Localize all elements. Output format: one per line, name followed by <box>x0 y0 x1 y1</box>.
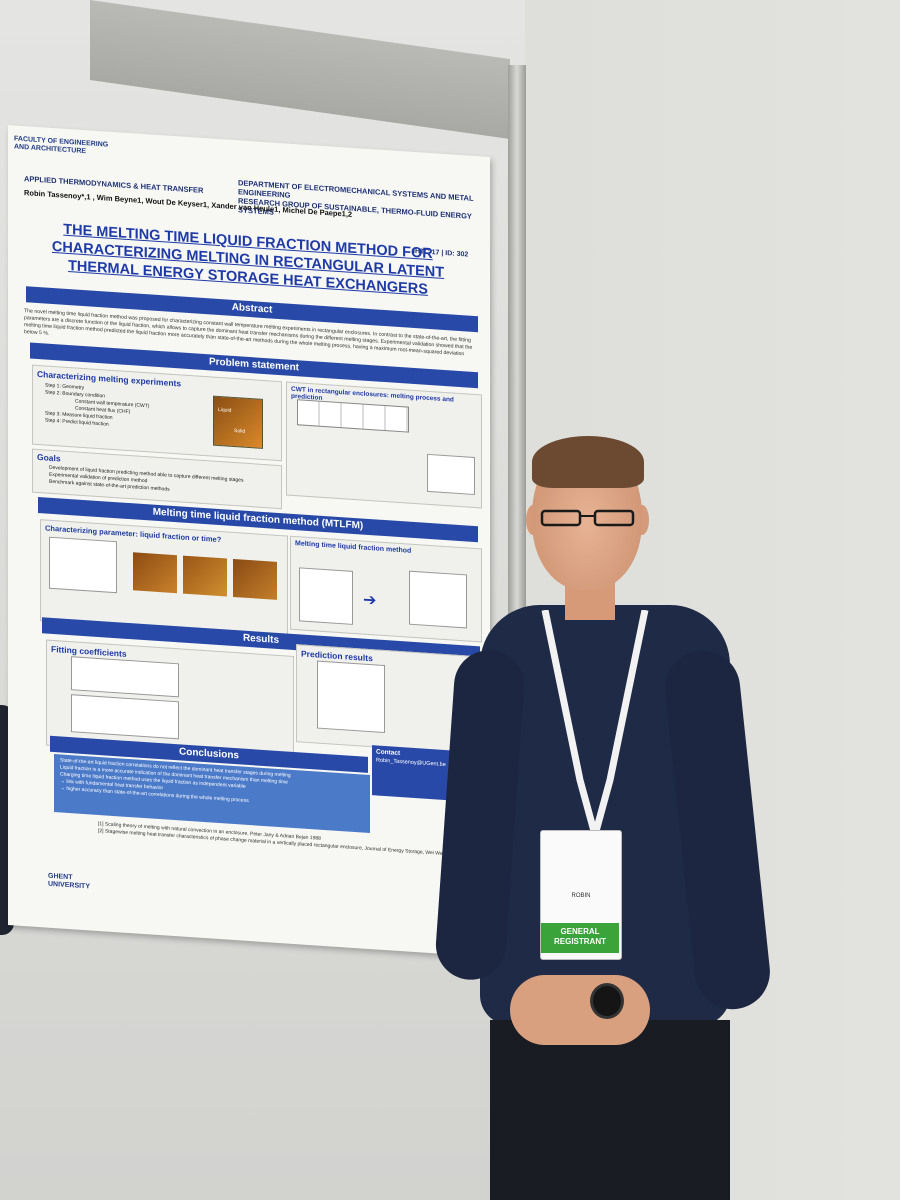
enclosure-cube-image: Liquid Solid <box>213 395 263 449</box>
melting-front-photo-2 <box>183 555 227 597</box>
ghent-university-logo: GHENT UNIVERSITY <box>48 872 91 891</box>
trousers <box>490 1020 730 1200</box>
badge-name: ROBIN <box>571 893 591 899</box>
clasped-hands <box>510 975 650 1045</box>
melting-front-photo-1 <box>133 552 177 594</box>
presenter-person: ROBIN GENERAL REGISTRANT <box>433 436 780 1200</box>
name-badge: ROBIN GENERAL REGISTRANT <box>540 830 622 960</box>
faculty-logo: FACULTY OF ENGINEERING AND ARCHITECTURE <box>14 135 109 156</box>
arrow-icon: ➔ <box>363 591 377 610</box>
hair <box>532 436 644 488</box>
poster-title: THE MELTING TIME LIQUID FRACTION METHOD … <box>51 221 445 298</box>
watch-icon <box>590 983 624 1019</box>
glasses-icon <box>540 509 635 527</box>
fitting-coefficient-graph-top <box>71 656 179 698</box>
research-poster: FACULTY OF ENGINEERING AND ARCHITECTURE … <box>8 125 490 958</box>
badge-registrant-type: GENERAL REGISTRANT <box>541 923 619 953</box>
liquid-label: Liquid <box>218 406 232 414</box>
liquid-fraction-time-graph <box>49 536 117 594</box>
fitting-coefficient-graph-bottom <box>71 694 179 740</box>
lanyard <box>541 610 649 836</box>
panel-characterizing: Characterizing melting experiments Step … <box>32 364 282 462</box>
mtlfm-graph-left <box>299 567 353 625</box>
prediction-graph <box>317 660 385 734</box>
melting-front-photo-3 <box>233 558 277 600</box>
solid-label: Solid <box>234 428 246 435</box>
steps-list: Step 1: Geometry Step 2: Boundary condit… <box>45 382 205 435</box>
